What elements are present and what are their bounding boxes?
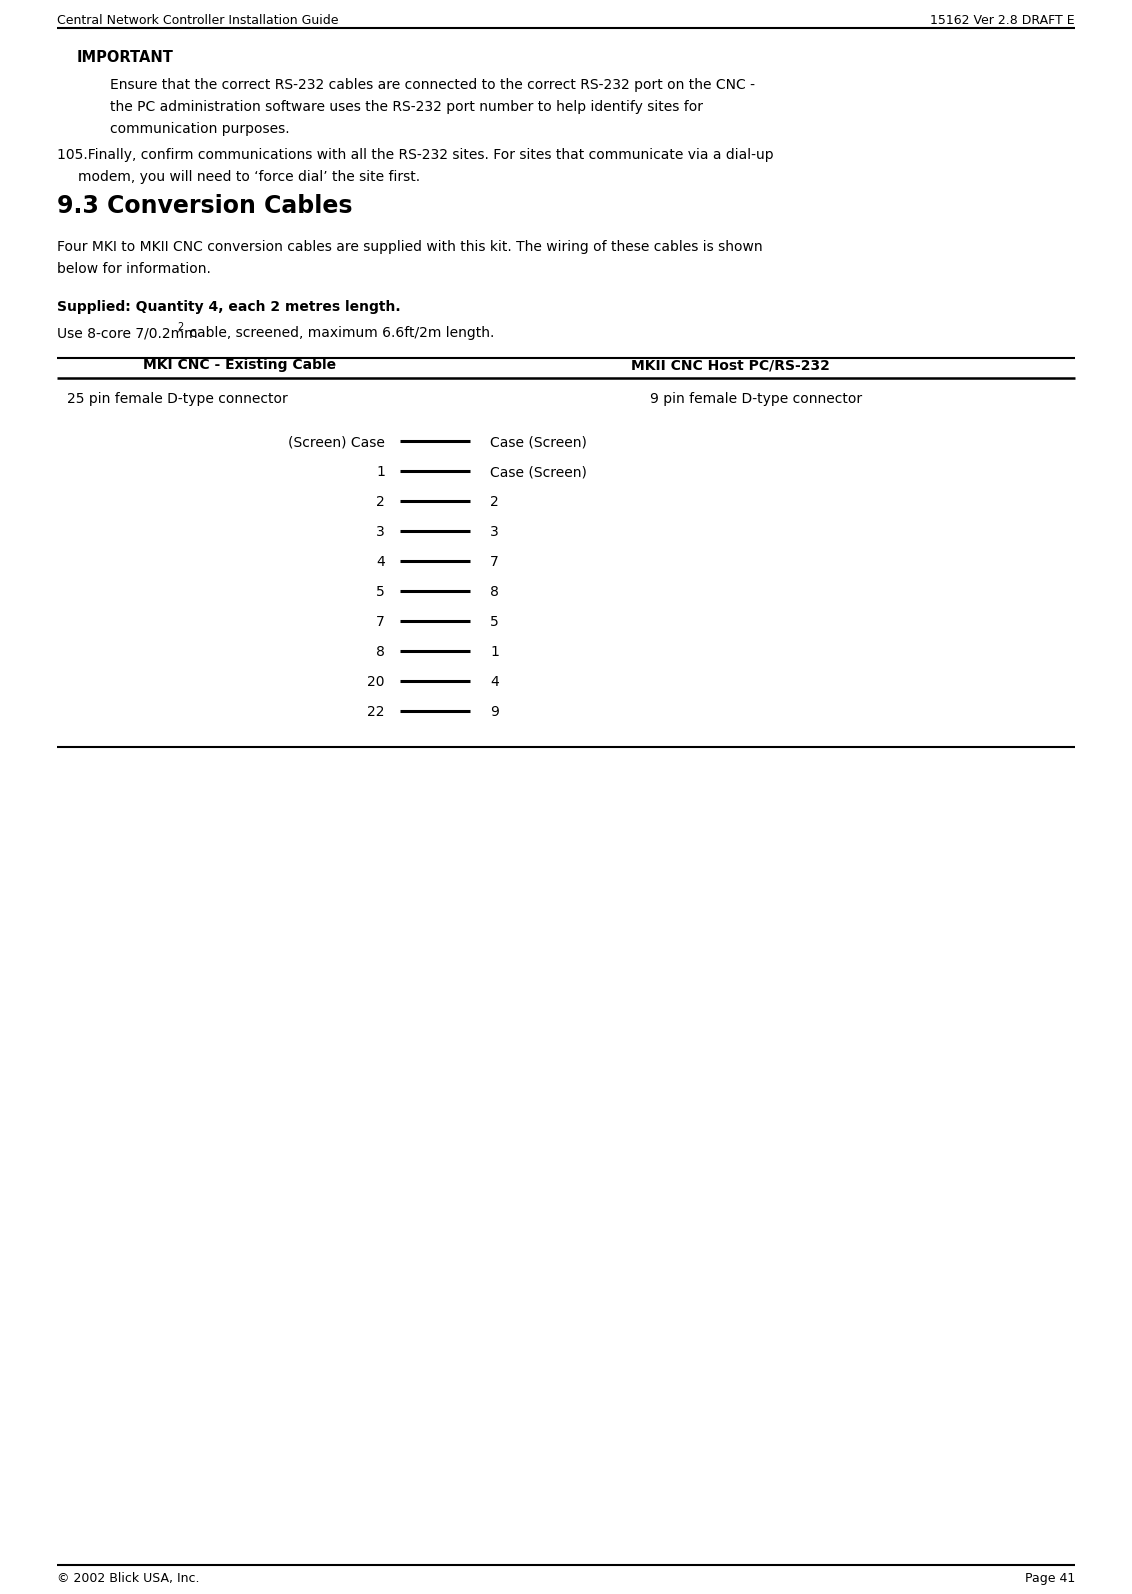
Text: 4: 4 bbox=[490, 674, 499, 689]
Text: Supplied: Quantity 4, each 2 metres length.: Supplied: Quantity 4, each 2 metres leng… bbox=[57, 300, 401, 314]
Text: 9: 9 bbox=[490, 705, 499, 719]
Text: 7: 7 bbox=[490, 555, 499, 569]
Text: IMPORTANT: IMPORTANT bbox=[77, 49, 174, 65]
Text: 1: 1 bbox=[490, 646, 499, 658]
Text: 5: 5 bbox=[490, 615, 499, 630]
Text: 9.3 Conversion Cables: 9.3 Conversion Cables bbox=[57, 194, 352, 218]
Text: MKI CNC - Existing Cable: MKI CNC - Existing Cable bbox=[144, 359, 336, 371]
Text: 7: 7 bbox=[376, 615, 385, 630]
Text: (Screen) Case: (Screen) Case bbox=[289, 435, 385, 450]
Text: Central Network Controller Installation Guide: Central Network Controller Installation … bbox=[57, 14, 338, 27]
Text: 2: 2 bbox=[177, 322, 183, 332]
Text: Ensure that the correct RS-232 cables are connected to the correct RS-232 port o: Ensure that the correct RS-232 cables ar… bbox=[110, 78, 755, 92]
Text: 8: 8 bbox=[376, 646, 385, 658]
Text: below for information.: below for information. bbox=[57, 261, 211, 276]
Text: 22: 22 bbox=[368, 705, 385, 719]
Text: Page 41: Page 41 bbox=[1024, 1572, 1075, 1584]
Text: Case (Screen): Case (Screen) bbox=[490, 465, 586, 480]
Text: 3: 3 bbox=[490, 524, 499, 539]
Text: cable, screened, maximum 6.6ft/2m length.: cable, screened, maximum 6.6ft/2m length… bbox=[185, 327, 495, 340]
Text: 105.Finally, confirm communications with all the RS-232 sites. For sites that co: 105.Finally, confirm communications with… bbox=[57, 148, 773, 163]
Text: Four MKI to MKII CNC conversion cables are supplied with this kit. The wiring of: Four MKI to MKII CNC conversion cables a… bbox=[57, 241, 763, 253]
Text: modem, you will need to ‘force dial’ the site first.: modem, you will need to ‘force dial’ the… bbox=[78, 171, 420, 183]
Text: 15162 Ver 2.8 DRAFT E: 15162 Ver 2.8 DRAFT E bbox=[931, 14, 1075, 27]
Text: communication purposes.: communication purposes. bbox=[110, 123, 290, 135]
Text: © 2002 Blick USA, Inc.: © 2002 Blick USA, Inc. bbox=[57, 1572, 199, 1584]
Text: MKII CNC Host PC/RS-232: MKII CNC Host PC/RS-232 bbox=[631, 359, 830, 371]
Text: 1: 1 bbox=[376, 465, 385, 480]
Text: 3: 3 bbox=[376, 524, 385, 539]
Text: the PC administration software uses the RS-232 port number to help identify site: the PC administration software uses the … bbox=[110, 100, 703, 115]
Text: 25 pin female D-type connector: 25 pin female D-type connector bbox=[67, 392, 288, 406]
Text: 4: 4 bbox=[376, 555, 385, 569]
Text: 8: 8 bbox=[490, 585, 499, 599]
Text: 5: 5 bbox=[376, 585, 385, 599]
Text: 20: 20 bbox=[368, 674, 385, 689]
Text: 9 pin female D-type connector: 9 pin female D-type connector bbox=[650, 392, 863, 406]
Text: Use 8-core 7/0.2mm: Use 8-core 7/0.2mm bbox=[57, 327, 198, 340]
Text: Case (Screen): Case (Screen) bbox=[490, 435, 586, 450]
Text: 2: 2 bbox=[376, 496, 385, 508]
Text: 2: 2 bbox=[490, 496, 499, 508]
